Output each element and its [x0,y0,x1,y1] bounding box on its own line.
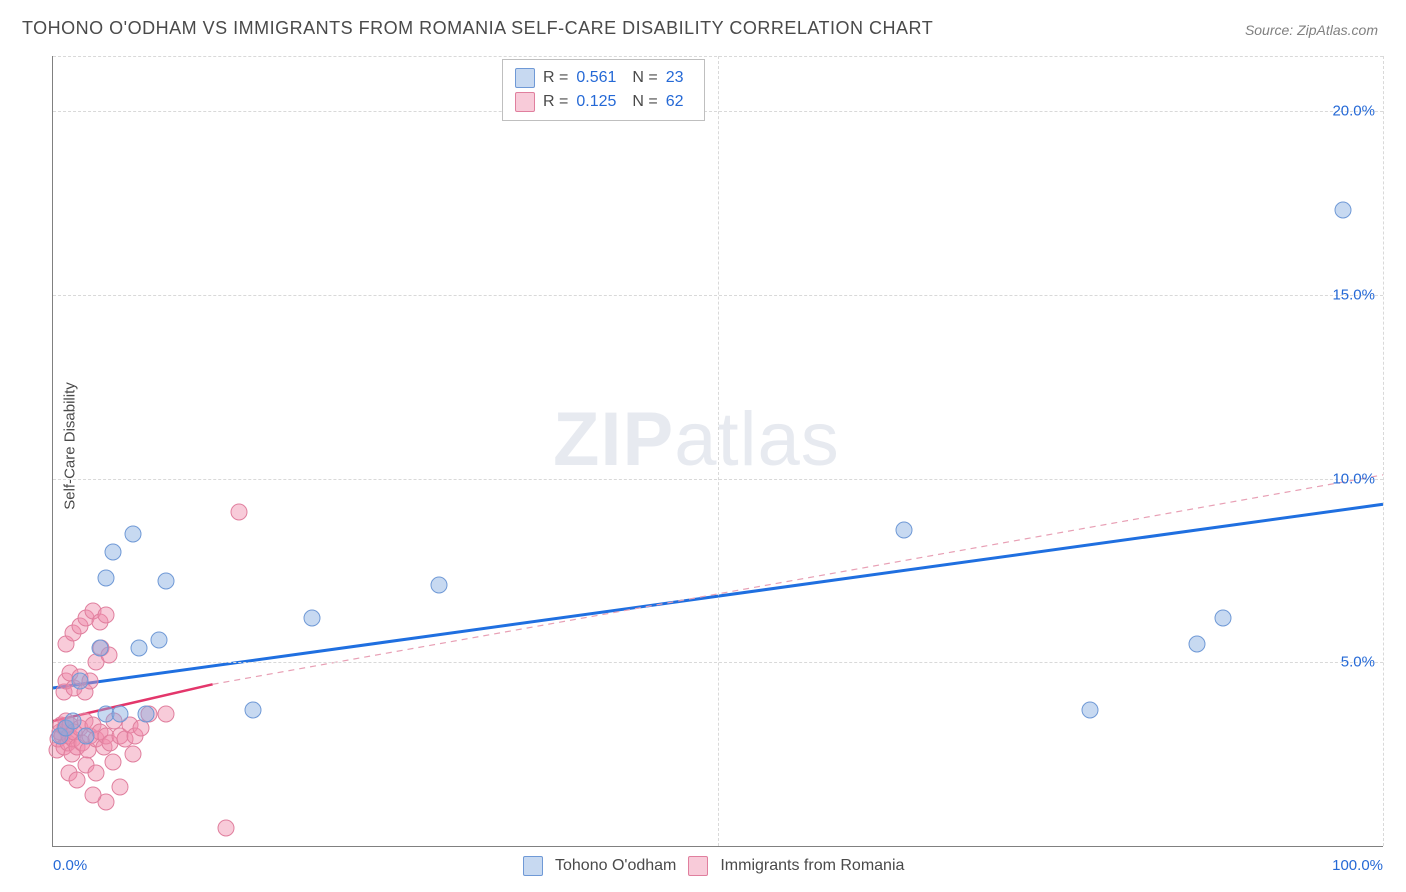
x-tick-label: 100.0% [1332,857,1383,874]
data-point [896,522,913,539]
data-point [124,525,141,542]
data-point [71,672,88,689]
legend-n-label: N = [632,90,657,114]
legend-series: Tohono O'odham Immigrants from Romania [523,856,904,876]
data-point [1215,610,1232,627]
legend-r-label: R = [543,66,568,90]
y-tick-label: 5.0% [1341,654,1375,671]
legend-series-label: Tohono O'odham [555,857,676,875]
trendline-dashed [213,475,1383,684]
data-point [132,720,149,737]
plot-area: ZIPatlas 5.0%10.0%15.0%20.0%0.0%100.0%R … [52,56,1383,847]
data-point [138,705,155,722]
y-tick-label: 15.0% [1332,286,1375,303]
gridline-v [718,56,719,846]
data-point [91,639,108,656]
data-point [244,702,261,719]
data-point [78,727,95,744]
legend-r-value: 0.561 [576,66,616,90]
legend-swatch [523,856,543,876]
data-point [68,771,85,788]
data-point [104,544,121,561]
data-point [1335,202,1352,219]
data-point [430,577,447,594]
source-label: Source: ZipAtlas.com [1245,22,1378,38]
data-point [1082,702,1099,719]
data-point [87,764,104,781]
x-tick-label: 0.0% [53,857,87,874]
y-tick-label: 10.0% [1332,470,1375,487]
data-point [158,705,175,722]
chart-container: TOHONO O'ODHAM VS IMMIGRANTS FROM ROMANI… [0,0,1406,892]
legend-stats-row: R = 0.561 N = 23 [515,66,692,90]
data-point [98,606,115,623]
data-point [98,569,115,586]
chart-title: TOHONO O'ODHAM VS IMMIGRANTS FROM ROMANI… [22,18,933,39]
legend-stats-row: R = 0.125 N = 62 [515,90,692,114]
legend-r-value: 0.125 [576,90,616,114]
legend-n-value: 62 [666,90,684,114]
legend-series-label: Immigrants from Romania [720,857,904,875]
data-point [84,786,101,803]
legend-swatch [515,92,535,112]
data-point [111,779,128,796]
data-point [1188,635,1205,652]
data-point [217,819,234,836]
legend-swatch [688,856,708,876]
gridline-v [1383,56,1384,846]
data-point [104,753,121,770]
legend-n-label: N = [632,66,657,90]
legend-stats: R = 0.561 N = 23 R = 0.125 N = 62 [502,59,705,121]
data-point [151,632,168,649]
y-tick-label: 20.0% [1332,103,1375,120]
data-point [111,705,128,722]
legend-r-label: R = [543,90,568,114]
legend-n-value: 23 [666,66,684,90]
data-point [158,573,175,590]
data-point [124,746,141,763]
data-point [231,503,248,520]
data-point [64,713,81,730]
data-point [304,610,321,627]
legend-swatch [515,68,535,88]
data-point [131,639,148,656]
